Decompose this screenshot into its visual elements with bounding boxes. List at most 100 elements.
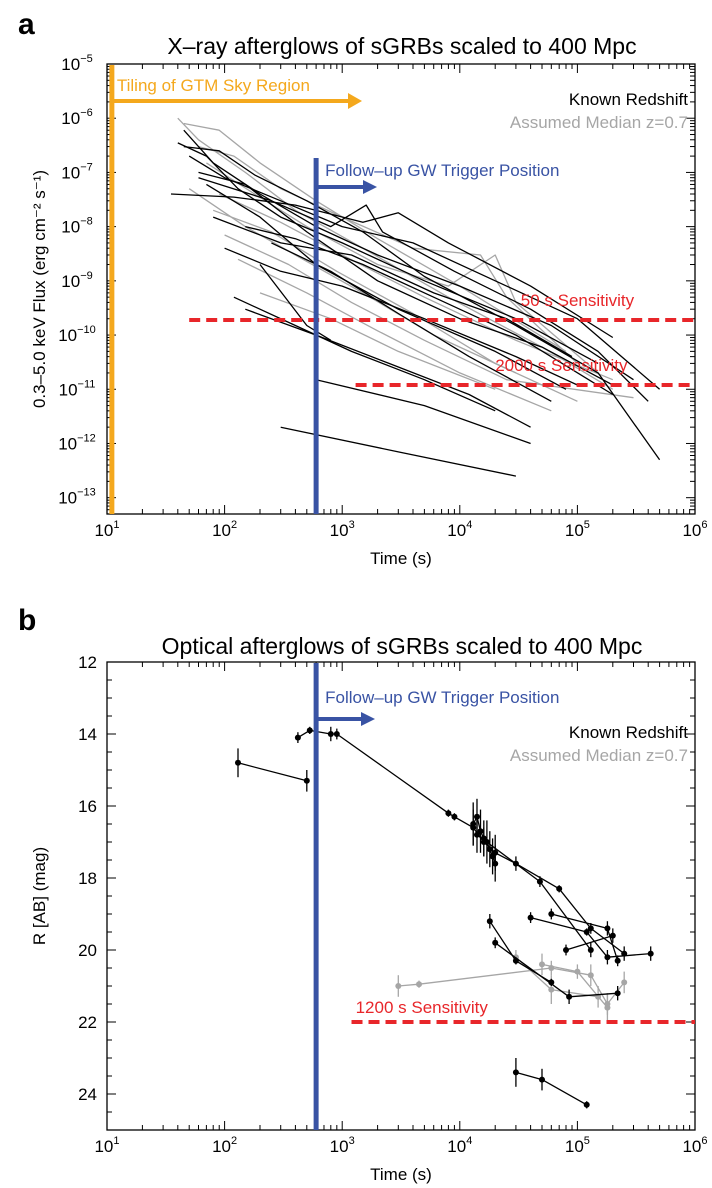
x-tick-label-exp: 1 (113, 519, 119, 531)
series-line-known (315, 379, 531, 445)
series-line-median (259, 292, 496, 390)
y-tick-label: 18 (78, 869, 97, 888)
data-point (538, 961, 545, 968)
data-point (647, 950, 654, 957)
y-tick-label-base: 10 (58, 489, 77, 508)
data-point (614, 990, 621, 997)
series-line-median (188, 188, 517, 374)
data-point (451, 813, 458, 820)
y-tick-label-base: 10 (61, 218, 80, 237)
series-line-known (212, 216, 573, 358)
series-line-known (170, 193, 614, 339)
x-tick-label: 101 (94, 519, 119, 540)
data-point (548, 986, 555, 993)
x-axis-label: Time (s) (370, 1165, 432, 1184)
x-tick-label-base: 10 (682, 1137, 701, 1156)
data-point (492, 939, 499, 946)
data-point (538, 1076, 545, 1083)
y-tick-label-base: 10 (61, 272, 80, 291)
x-tick-label-exp: 5 (584, 519, 590, 531)
data-point (470, 821, 477, 827)
series-line-known (565, 934, 613, 951)
y-tick-label: 10−13 (58, 487, 96, 508)
x-tick-label: 104 (447, 1135, 472, 1156)
series-line-known (198, 177, 649, 402)
x-tick-label-exp: 3 (349, 519, 355, 531)
y-tick-label-exp: −10 (77, 324, 96, 336)
series-line-known (233, 296, 496, 412)
panel-a-letter: a (18, 8, 35, 41)
trigger-label: Follow–up GW Trigger Position (325, 161, 559, 180)
sensitivity-1200s-label: 1200 s Sensitivity (356, 998, 489, 1017)
data-point (583, 929, 590, 935)
sensitivity-2000s-label: 2000 s Sensitivity (495, 356, 628, 375)
legend-assumed-median: Assumed Median z=0.7 (510, 746, 688, 765)
data-point (234, 759, 241, 766)
x-tick-label: 106 (682, 1135, 707, 1156)
x-tick-label-base: 10 (565, 521, 584, 540)
x-tick-label: 102 (212, 519, 237, 540)
y-tick-label: 10−10 (58, 324, 96, 345)
data-point (563, 947, 570, 953)
x-tick-label-exp: 2 (231, 519, 237, 531)
data-point (587, 925, 594, 932)
data-point (492, 860, 499, 867)
data-point (527, 914, 534, 921)
series-line-known (198, 171, 614, 386)
x-tick-label-base: 10 (212, 521, 231, 540)
data-point (583, 1101, 590, 1108)
x-tick-label: 104 (447, 519, 472, 540)
series-line-known (224, 247, 578, 386)
data-point (486, 846, 493, 853)
y-tick-label-base: 10 (58, 326, 77, 345)
trigger-label: Follow–up GW Trigger Position (325, 688, 559, 707)
data-point (303, 777, 310, 784)
y-tick-label-base: 10 (58, 434, 77, 453)
x-tick-label-exp: 6 (701, 1135, 707, 1147)
data-point (416, 981, 423, 988)
series-line-median (224, 234, 634, 399)
x-tick-label-base: 10 (94, 521, 113, 540)
x-axis-label: Time (s) (370, 549, 432, 568)
data-point (548, 911, 555, 917)
y-tick-label: 10−11 (59, 378, 96, 399)
x-tick-label-exp: 4 (466, 1135, 472, 1147)
data-point (333, 731, 340, 737)
data-point (609, 932, 616, 939)
x-tick-label-base: 10 (212, 1137, 231, 1156)
series-line-median (212, 209, 578, 402)
series-line-median (218, 193, 614, 381)
data-point (604, 954, 611, 961)
data-point (548, 979, 555, 986)
y-tick-label: 12 (78, 653, 97, 672)
panel-b-title: Optical afterglows of sGRBs scaled to 40… (162, 633, 643, 659)
y-tick-label: 24 (78, 1085, 97, 1104)
series-line-median (177, 117, 614, 390)
tiling-arrow-icon (348, 93, 362, 109)
y-tick-label: 10−5 (61, 53, 92, 74)
x-tick-label-base: 10 (565, 1137, 584, 1156)
data-point (473, 831, 480, 838)
y-tick-label-exp: −7 (80, 161, 93, 173)
trigger-arrow-icon (363, 180, 377, 194)
x-tick-label-exp: 5 (584, 1135, 590, 1147)
trigger-arrow-icon (361, 712, 375, 726)
series-line-known (245, 225, 614, 396)
data-point (566, 993, 573, 1000)
legend-known-redshift: Known Redshift (569, 723, 688, 742)
data-point (621, 979, 628, 986)
y-tick-label-base: 10 (59, 380, 78, 399)
series-line-median (398, 967, 625, 1005)
tiling-label: Tiling of GTM Sky Region (117, 76, 310, 95)
x-tick-label: 103 (330, 1135, 355, 1156)
series-line-known (530, 916, 651, 958)
y-tick-label: 10−9 (61, 270, 92, 291)
panel-a-plot: 101 102 103 104 105 10610−1310−1210−1110−1010… (30, 53, 708, 568)
y-tick-label: 10−7 (61, 161, 92, 182)
x-tick-label: 102 (212, 1135, 237, 1156)
data-point (294, 734, 301, 741)
x-tick-label-base: 10 (94, 1137, 113, 1156)
series-line-known (245, 308, 531, 428)
